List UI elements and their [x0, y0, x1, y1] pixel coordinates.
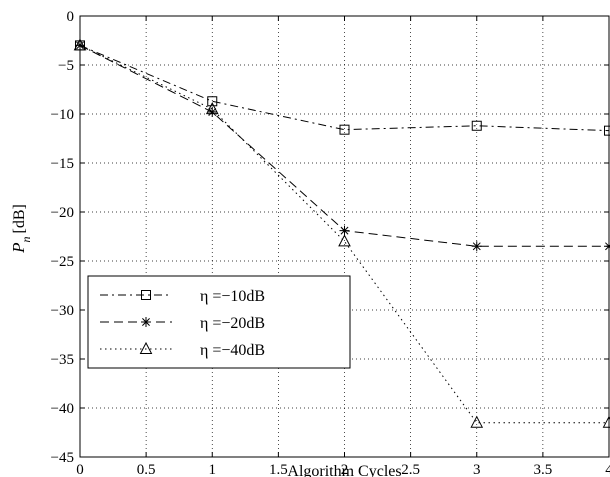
x-tick-label: 2.5 [401, 462, 420, 477]
y-tick-label: −25 [51, 254, 74, 270]
grid-lines [80, 16, 609, 457]
legend: η =−10dB η =−20dB η =−40dB [87, 275, 351, 369]
legend-entry: η =−20dB [100, 315, 265, 332]
legend-marker-triangle [139, 341, 153, 354]
data-point-star [339, 225, 350, 236]
data-point-triangle [338, 234, 351, 247]
legend-label: η =−20dB [200, 315, 265, 332]
series-2 [75, 40, 610, 252]
data-point-star [471, 241, 482, 252]
x-tick-label: 2 [341, 462, 349, 477]
y-tick-label: −30 [51, 303, 74, 319]
data-point-star [207, 107, 218, 118]
svg-text:Pn[dB]: Pn [dB] [9, 204, 33, 254]
axis-ticks: 0 0.5 1 1.5 2 2.5 3 3.5 4 0 −5 −10 −15 −20 −25 −30 −35 −4… [51, 9, 610, 477]
data-point-triangle [470, 415, 484, 428]
x-tick-label: 0 [76, 462, 84, 477]
data-point-triangle [205, 102, 219, 115]
x-axis-label: Algorithm Cycles [287, 463, 401, 477]
x-tick-label: 3 [473, 462, 481, 477]
y-tick-label: −40 [51, 401, 74, 417]
series-line [79, 44, 610, 132]
x-tick-label: 0.5 [137, 462, 156, 477]
data-point-square [471, 120, 482, 131]
x-tick-label: 1.5 [269, 462, 288, 477]
y-axis-label-unit: [dB] [11, 204, 28, 233]
legend-label: η =−10dB [200, 288, 265, 305]
data-point-square [207, 96, 218, 107]
y-tick-label: −20 [51, 205, 74, 221]
x-tick-label: 3.5 [534, 462, 553, 477]
series-layer [73, 38, 610, 428]
legend-marker-square [141, 290, 151, 300]
y-tick-label: −5 [58, 58, 74, 74]
legend-entry: η =−10dB [100, 288, 265, 305]
y-axis-label-main: P [9, 242, 28, 253]
data-point-square [339, 124, 350, 135]
legend-label: η =−40dB [200, 342, 265, 359]
y-axis-label-subscript: n [19, 236, 33, 242]
series-1 [75, 40, 610, 136]
x-tick-label: 4 [605, 462, 610, 477]
legend-marker-star [141, 317, 151, 327]
y-tick-label: −35 [51, 352, 74, 368]
y-tick-label: −10 [51, 107, 74, 123]
y-tick-label: −15 [51, 156, 74, 172]
y-tick-label: −45 [51, 450, 74, 466]
x-tick-label: 1 [209, 462, 217, 477]
y-tick-label: 0 [67, 9, 75, 25]
legend-entry: η =−40dB [100, 341, 265, 359]
y-axis-label: Pn [dB] [9, 204, 33, 254]
